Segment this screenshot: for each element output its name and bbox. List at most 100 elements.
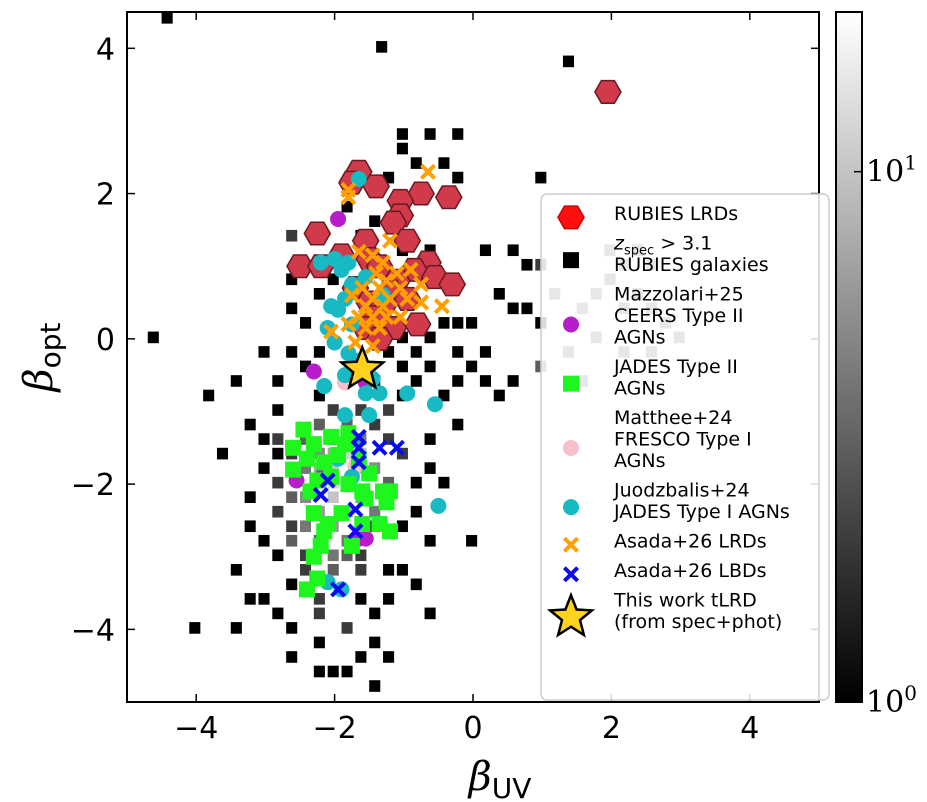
- juodzbalis-point: [357, 269, 374, 286]
- histogram-cell: [300, 549, 312, 562]
- histogram-cell: [452, 171, 464, 184]
- legend-label: Asada+26 LBDs: [614, 560, 767, 582]
- histogram-cell: [369, 505, 381, 518]
- asada_lrd-point: [433, 298, 450, 315]
- histogram-cell: [383, 404, 395, 416]
- rubies_lrd-point: [393, 228, 422, 253]
- histogram-cell: [424, 462, 436, 474]
- histogram-cell: [161, 12, 173, 24]
- asada_lrd-point: [368, 265, 385, 282]
- histogram-cell: [424, 433, 436, 445]
- legend-marker: [563, 252, 579, 269]
- histogram-cell: [313, 607, 325, 620]
- histogram-cell: [479, 375, 491, 387]
- histogram-cell: [424, 607, 436, 620]
- asada_lrd-point: [364, 247, 381, 264]
- histogram-cell: [383, 433, 395, 445]
- histogram-cell: [479, 244, 491, 257]
- histogram-cell: [383, 346, 395, 358]
- asada_lbd-point: [347, 501, 364, 518]
- histogram-cell: [244, 593, 256, 605]
- histogram-cell: [244, 520, 256, 533]
- asada_lrd-point: [364, 338, 381, 355]
- legend-label: FRESCO Type I: [614, 429, 752, 451]
- asada_lrd-point: [357, 298, 374, 315]
- histogram-cell: [327, 404, 339, 416]
- colorbar-tick-label: 100: [866, 681, 917, 720]
- rubies_lrd-point: [286, 254, 314, 279]
- asada_lbd-point: [350, 428, 367, 445]
- histogram-cell: [424, 331, 436, 344]
- histogram-cell: [272, 607, 284, 620]
- juodzbalis-point: [316, 378, 333, 395]
- legend-label: JADES Type I AGNs: [613, 501, 790, 523]
- mazzolari-point: [330, 211, 347, 227]
- histogram-cell: [452, 375, 464, 387]
- x-tick-label: −4: [174, 711, 218, 746]
- asada_lrd-point: [413, 294, 430, 311]
- histogram-cell: [286, 273, 298, 286]
- legend-label: AGNs: [614, 378, 666, 400]
- asada_lrd-point: [340, 316, 357, 333]
- histogram-cell: [244, 491, 256, 503]
- rubies_lrd-point: [594, 79, 622, 104]
- histogram-cell: [272, 505, 284, 518]
- jades_type2-point: [295, 421, 312, 438]
- jades_type2-point: [350, 450, 367, 467]
- juodzbalis-point: [430, 497, 447, 514]
- histogram-cell: [313, 593, 325, 605]
- histogram-cell: [355, 404, 367, 416]
- histogram-cell: [535, 171, 547, 184]
- histogram-cell: [189, 622, 201, 634]
- histogram-cell: [355, 549, 367, 562]
- histogram-cell: [369, 607, 381, 620]
- histogram-cell: [272, 447, 284, 460]
- histogram-cell: [230, 375, 242, 387]
- series-this_work: [338, 343, 387, 390]
- histogram-cell: [300, 462, 312, 474]
- histogram-cell: [272, 476, 284, 489]
- juodzbalis-point: [312, 254, 329, 271]
- legend-marker: [563, 439, 579, 456]
- histogram-cell: [410, 157, 422, 169]
- asada_lrd-point: [347, 334, 364, 351]
- jades_type2-point: [298, 581, 315, 598]
- legend-label: Matthee+24: [614, 407, 732, 429]
- asada_lrd-point: [413, 276, 430, 293]
- asada_lrd-point: [420, 163, 436, 180]
- histogram-cell: [272, 375, 284, 387]
- histogram-cell: [369, 680, 381, 692]
- x-axis-ticks: −4 −2 0 2 4: [174, 12, 759, 746]
- juodzbalis-point: [426, 396, 443, 413]
- histogram-cell: [286, 491, 298, 503]
- legend-marker: [563, 499, 579, 516]
- legend-marker: [563, 566, 579, 583]
- x-tick-label: 2: [602, 711, 621, 746]
- asada_lbd-point: [371, 439, 388, 456]
- asada_lbd-point: [330, 581, 347, 598]
- x-tick-label: 4: [740, 711, 759, 746]
- histogram-cell: [410, 476, 422, 489]
- asada_lrd-point: [371, 319, 388, 336]
- histogram-cell: [341, 549, 353, 562]
- histogram-cell: [466, 317, 478, 329]
- histogram-cell: [327, 564, 339, 576]
- histogram-cell: [376, 41, 388, 53]
- histogram-cell: [562, 55, 575, 68]
- histogram-cell: [258, 433, 270, 445]
- histogram-cell: [327, 549, 339, 562]
- histogram-cell: [466, 534, 478, 547]
- histogram-cell: [479, 346, 491, 358]
- histogram-cell: [410, 505, 422, 518]
- jades_type2-point: [285, 461, 302, 478]
- histogram-cell: [452, 317, 464, 329]
- mazzolari-point: [357, 530, 374, 547]
- asada_lrd-point: [350, 243, 367, 260]
- histogram-cell: [313, 665, 325, 678]
- asada_lbd-point: [312, 487, 329, 503]
- histogram-cell: [355, 593, 367, 605]
- histogram-cell: [396, 128, 408, 140]
- histogram-cell: [466, 360, 478, 373]
- legend-label: (from spec+phot): [614, 611, 782, 633]
- legend-label: RUBIES LRDs: [614, 203, 738, 225]
